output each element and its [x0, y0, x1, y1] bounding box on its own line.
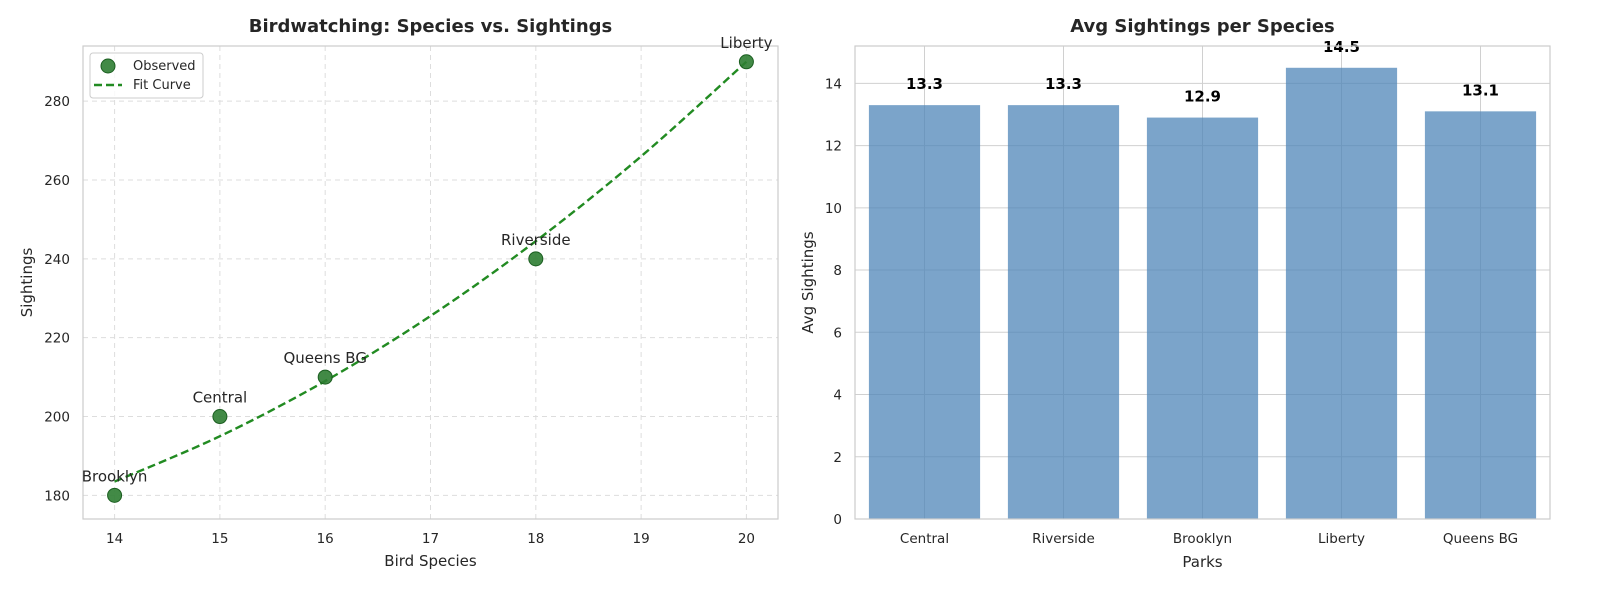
bar-y-tick-label: 10 [825, 201, 842, 217]
bar-value-label: 13.3 [1045, 75, 1082, 93]
scatter-x-tick-label: 15 [211, 531, 228, 547]
scatter-legend-box [89, 52, 204, 99]
bar-y-tick-label: 6 [833, 325, 842, 341]
bar-chart: 0 2 4 6 8 10 12 14 13.3 Central 13.3 Riverside 12.9 B… [799, 16, 1551, 571]
bar-x-tick-label: Brooklyn [1173, 531, 1232, 547]
bar [868, 105, 981, 519]
bar-y-tick-label: 14 [825, 76, 842, 92]
bar [1007, 105, 1120, 519]
scatter-frame [82, 45, 779, 520]
bar-y-tick-label: 12 [825, 139, 842, 155]
scatter-point-label: Liberty [720, 34, 772, 52]
bar [1424, 111, 1537, 519]
bar-y-tick-label: 2 [833, 450, 842, 466]
legend-observed-marker [100, 58, 116, 74]
scatter-x-axis-label: Bird Species [384, 552, 477, 570]
scatter-point [317, 369, 333, 385]
bar-frame [854, 45, 1551, 520]
scatter-x-tick-label: 20 [738, 531, 755, 547]
scatter-y-tick-label: 200 [44, 410, 70, 426]
fit-curve-line [114, 60, 748, 483]
bar-y-tick-label: 0 [833, 512, 842, 528]
bar-x-tick-label: Queens BG [1443, 531, 1518, 547]
scatter-y-tick-label: 260 [44, 173, 70, 189]
scatter-x-tick-label: 17 [422, 531, 439, 547]
bar-y-axis-label: Avg Sightings [799, 231, 817, 333]
bar [1146, 117, 1259, 520]
bar-x-tick-label: Liberty [1318, 531, 1365, 547]
scatter-y-axis-label: Sightings [18, 248, 36, 318]
scatter-x-tick-label: 18 [527, 531, 544, 547]
bar-x-axis-label: Parks [1182, 553, 1222, 571]
bar-x-tick-label: Riverside [1032, 531, 1095, 547]
scatter-point [528, 251, 544, 267]
scatter-legend: Observed Fit Curve [89, 52, 204, 99]
bar-value-label: 13.1 [1462, 81, 1499, 99]
scatter-point-label: Central [193, 389, 248, 407]
bar-value-label: 13.3 [906, 75, 943, 93]
bar-title: Avg Sightings per Species [1070, 16, 1335, 37]
bar [1285, 67, 1398, 519]
legend-observed-label: Observed [133, 59, 196, 74]
scatter-y-tick-label: 240 [44, 252, 70, 268]
scatter-y-tick-label: 180 [44, 488, 70, 504]
scatter-point [107, 487, 123, 503]
scatter-chart: 14 15 16 17 18 19 20 180 200 220 240 260 280 Brooklyn… [18, 16, 779, 570]
scatter-point-label: Riverside [501, 231, 571, 249]
scatter-point [738, 54, 754, 70]
bar-value-label: 12.9 [1184, 88, 1221, 106]
bar-y-tick-label: 4 [833, 388, 842, 404]
scatter-point-label: Queens BG [283, 349, 367, 367]
bar-value-label: 14.5 [1323, 38, 1360, 56]
scatter-title: Birdwatching: Species vs. Sightings [249, 16, 613, 37]
bar-y-tick-label: 8 [833, 263, 842, 279]
scatter-point-label: Brooklyn [82, 467, 148, 485]
scatter-y-tick-label: 220 [44, 331, 70, 347]
bar-x-tick-label: Central [900, 531, 949, 547]
scatter-y-tick-label: 280 [44, 94, 70, 110]
scatter-x-tick-label: 19 [633, 531, 650, 547]
legend-fit-label: Fit Curve [133, 78, 191, 93]
scatter-point [212, 409, 228, 425]
scatter-x-tick-label: 16 [317, 531, 334, 547]
scatter-x-tick-label: 14 [106, 531, 123, 547]
